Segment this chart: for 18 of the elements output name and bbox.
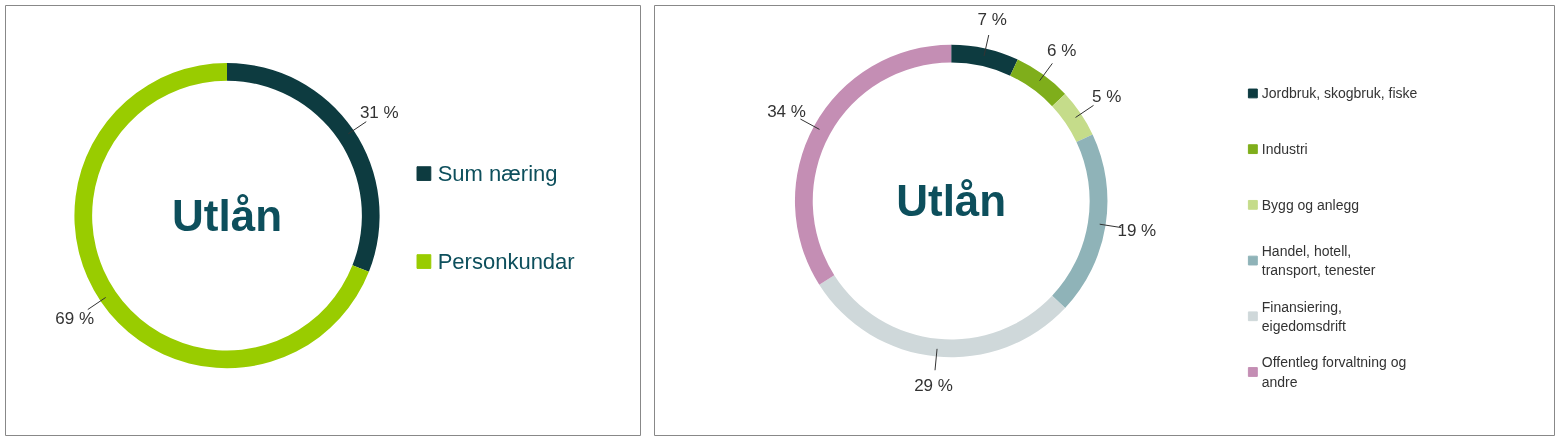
data-label: 6 % <box>1047 41 1077 61</box>
legend-label: Industri <box>1261 141 1308 158</box>
data-label: 34 % <box>767 102 806 121</box>
data-label: 5 % <box>1091 87 1122 107</box>
legend-label: Sum næring <box>437 161 558 187</box>
legend-label: Handel, hotell, transport, tenester <box>1261 242 1376 279</box>
data-label: 31 % <box>359 103 399 123</box>
legend-label: Finansiering, eigedomsdrift <box>1261 298 1346 334</box>
data-label: 7 % <box>977 10 1007 30</box>
legend-label: Bygg og anlegg <box>1261 196 1360 213</box>
text: Utlån <box>172 191 283 241</box>
legend-label: Offentleg forvaltning og andre <box>1261 354 1407 390</box>
text: Utlån <box>896 176 1007 226</box>
data-label: 69 % <box>55 308 95 328</box>
data-label: 19 % <box>1117 220 1157 240</box>
legend-label: Personkundar <box>437 249 575 275</box>
data-label: 29 % <box>914 376 953 396</box>
legend-label: Jordbruk, skogbruk, fiske <box>1261 85 1418 102</box>
